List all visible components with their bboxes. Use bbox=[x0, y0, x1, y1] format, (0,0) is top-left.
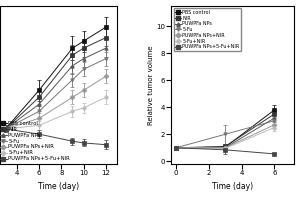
Legend: PBS control, NIR, PUWPFa NPs, 5-Fu, PUWPFa NPs+NIR, 5-Fu+NIR, PUWPFa NPs+5-Fu+NI: PBS control, NIR, PUWPFa NPs, 5-Fu, PUWP… bbox=[173, 8, 241, 51]
X-axis label: Time (day): Time (day) bbox=[212, 182, 253, 191]
X-axis label: Time (day): Time (day) bbox=[38, 182, 79, 191]
Y-axis label: Relative tumor volume: Relative tumor volume bbox=[148, 45, 154, 125]
Legend: PBS control, NIR, PUWPFa NPs, 5-Fu, PUWPFa NPs+NIR, 5-Fu+NIR, PUWPFa NPs+5-Fu+NI: PBS control, NIR, PUWPFa NPs, 5-Fu, PUWP… bbox=[0, 121, 70, 161]
